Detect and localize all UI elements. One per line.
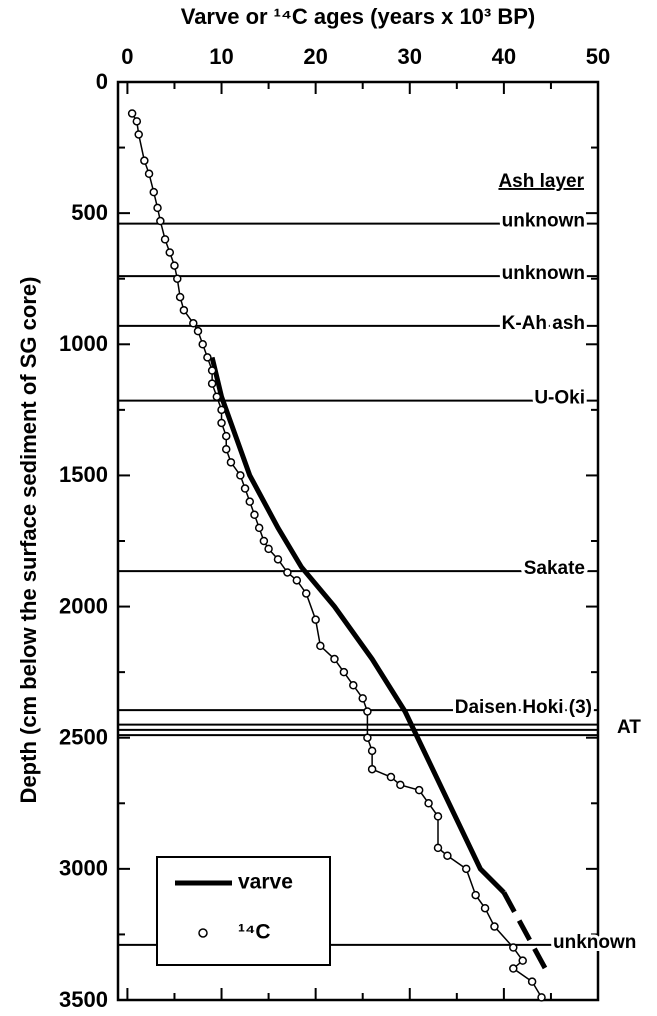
- c14-point: [245, 497, 255, 506]
- ash-layer-label: unknown: [502, 211, 585, 232]
- c14-point: [207, 379, 217, 388]
- ash-layer-label: Daisen Hoki (3): [455, 697, 592, 718]
- c14-point: [433, 812, 443, 821]
- c14-point: [156, 216, 165, 226]
- c14-point: [179, 305, 189, 315]
- c14-point: [217, 405, 226, 415]
- c14-point: [316, 641, 325, 651]
- x-tick-label: 40: [492, 44, 516, 69]
- c14-point: [173, 274, 182, 283]
- c14-point: [330, 654, 339, 664]
- y-tick-label: 3500: [59, 987, 108, 1012]
- y-tick-label: 2500: [59, 725, 108, 750]
- c14-point: [527, 977, 537, 986]
- ash-layer-label: unknown: [553, 932, 636, 953]
- y-tick-label: 1500: [59, 462, 108, 487]
- c14-point: [221, 444, 231, 454]
- c14-point: [490, 922, 499, 931]
- c14-point: [144, 169, 154, 179]
- c14-point: [160, 235, 170, 244]
- c14-point: [264, 544, 273, 554]
- c14-point: [386, 772, 396, 782]
- chart-title: Varve or ¹⁴C ages (years x 10³ BP): [181, 4, 536, 29]
- c14-point: [127, 109, 137, 118]
- ash-layer-label: Sakate: [524, 558, 585, 579]
- c14-point: [537, 993, 546, 1002]
- c14-point: [254, 523, 264, 533]
- y-tick-label: 0: [96, 69, 108, 94]
- c14-point: [480, 903, 490, 913]
- c14-point: [250, 510, 259, 520]
- ash-layer-title: Ash layer: [498, 171, 584, 192]
- ash-layer-label: U-Oki: [534, 388, 585, 409]
- x-tick-label: 0: [121, 44, 133, 69]
- c14-point: [198, 340, 207, 349]
- c14-point: [153, 203, 162, 213]
- c14-point: [301, 589, 311, 598]
- c14-point: [140, 156, 149, 165]
- y-tick-label: 500: [71, 200, 108, 225]
- y-axis-label: Depth (cm below the surface sediment of …: [16, 277, 41, 804]
- c14-point: [363, 733, 372, 742]
- c14-point: [461, 864, 471, 874]
- c14-point: [367, 764, 377, 774]
- varve-line: [209, 356, 506, 895]
- c14-point: [134, 130, 143, 139]
- c14-point: [414, 785, 424, 795]
- c14-point: [363, 707, 372, 716]
- c14-point: [221, 431, 231, 441]
- c14-point: [240, 484, 250, 493]
- ash-layer-label: unknown: [502, 263, 585, 284]
- c14-point: [509, 943, 518, 952]
- c14-point: [339, 667, 349, 677]
- c14-point: [132, 117, 142, 126]
- ash-layer-label: AT: [617, 717, 641, 738]
- c14-point: [396, 780, 405, 790]
- c14-point: [443, 851, 452, 860]
- c14-point: [203, 353, 212, 362]
- c14-point: [217, 418, 226, 428]
- c14-point: [273, 555, 283, 564]
- c14-point: [193, 326, 203, 336]
- c14-point: [149, 187, 159, 197]
- c14-point: [349, 681, 358, 690]
- c14-point: [509, 964, 518, 973]
- x-tick-label: 20: [303, 44, 327, 69]
- c14-point: [226, 458, 236, 467]
- c14-point: [207, 366, 217, 375]
- legend-label: ¹⁴C: [238, 921, 271, 944]
- c14-point: [189, 319, 198, 328]
- legend-label: varve: [238, 871, 293, 894]
- c14-point: [471, 890, 480, 900]
- c14-point: [175, 292, 185, 302]
- c14-point: [424, 799, 433, 808]
- y-tick-label: 3000: [59, 856, 108, 881]
- ash-layer-label: K-Ah ash: [502, 313, 585, 334]
- legend-box: [156, 856, 331, 966]
- x-tick-label: 30: [398, 44, 422, 69]
- c14-point: [170, 261, 179, 270]
- c14-point: [259, 536, 269, 546]
- c14-point: [236, 471, 245, 480]
- legend-swatch: [198, 928, 208, 938]
- c14-point: [358, 694, 367, 703]
- c14-point: [292, 576, 302, 585]
- c14-point: [311, 615, 320, 624]
- c14-point: [283, 568, 292, 577]
- c14-point: [165, 248, 175, 257]
- c14-point: [433, 843, 443, 853]
- x-tick-label: 50: [586, 44, 610, 69]
- y-tick-label: 2000: [59, 593, 108, 618]
- varve-line: [501, 891, 551, 975]
- x-tick-label: 10: [209, 44, 233, 69]
- c14-point: [212, 392, 222, 401]
- y-tick-label: 1000: [59, 331, 108, 356]
- c14-point: [518, 956, 527, 965]
- c14-point: [367, 746, 377, 756]
